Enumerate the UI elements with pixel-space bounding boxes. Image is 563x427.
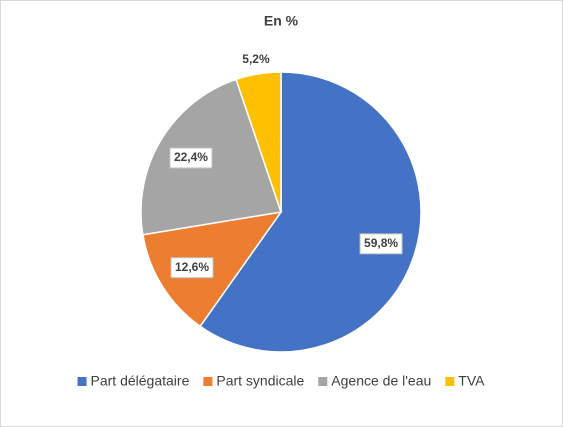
chart-title: En % xyxy=(264,13,299,29)
data-label-box xyxy=(359,233,403,255)
pie-slice xyxy=(199,71,422,353)
data-label-group: 59,8% xyxy=(359,233,403,255)
data-label-group: 12,6% xyxy=(170,257,214,279)
legend-label: Agence de l'eau xyxy=(331,373,431,389)
legend-swatch xyxy=(203,377,213,386)
legend-swatch xyxy=(77,377,87,386)
legend-label: Part syndicale xyxy=(216,373,304,389)
data-label-box xyxy=(170,257,214,279)
data-label: 12,6% xyxy=(175,260,209,274)
pie-slice xyxy=(235,71,282,213)
data-label: 5,2% xyxy=(242,52,270,66)
data-label-group: 5,2% xyxy=(242,52,270,66)
legend-label: Part délégataire xyxy=(91,373,190,389)
data-label: 22,4% xyxy=(174,150,208,164)
data-label-box xyxy=(169,147,213,169)
data-label-group: 22,4% xyxy=(169,147,213,169)
legend-swatch xyxy=(445,377,455,386)
data-label: 59,8% xyxy=(364,236,398,250)
legend-label: TVA xyxy=(458,373,485,389)
legend-swatch xyxy=(318,377,328,386)
